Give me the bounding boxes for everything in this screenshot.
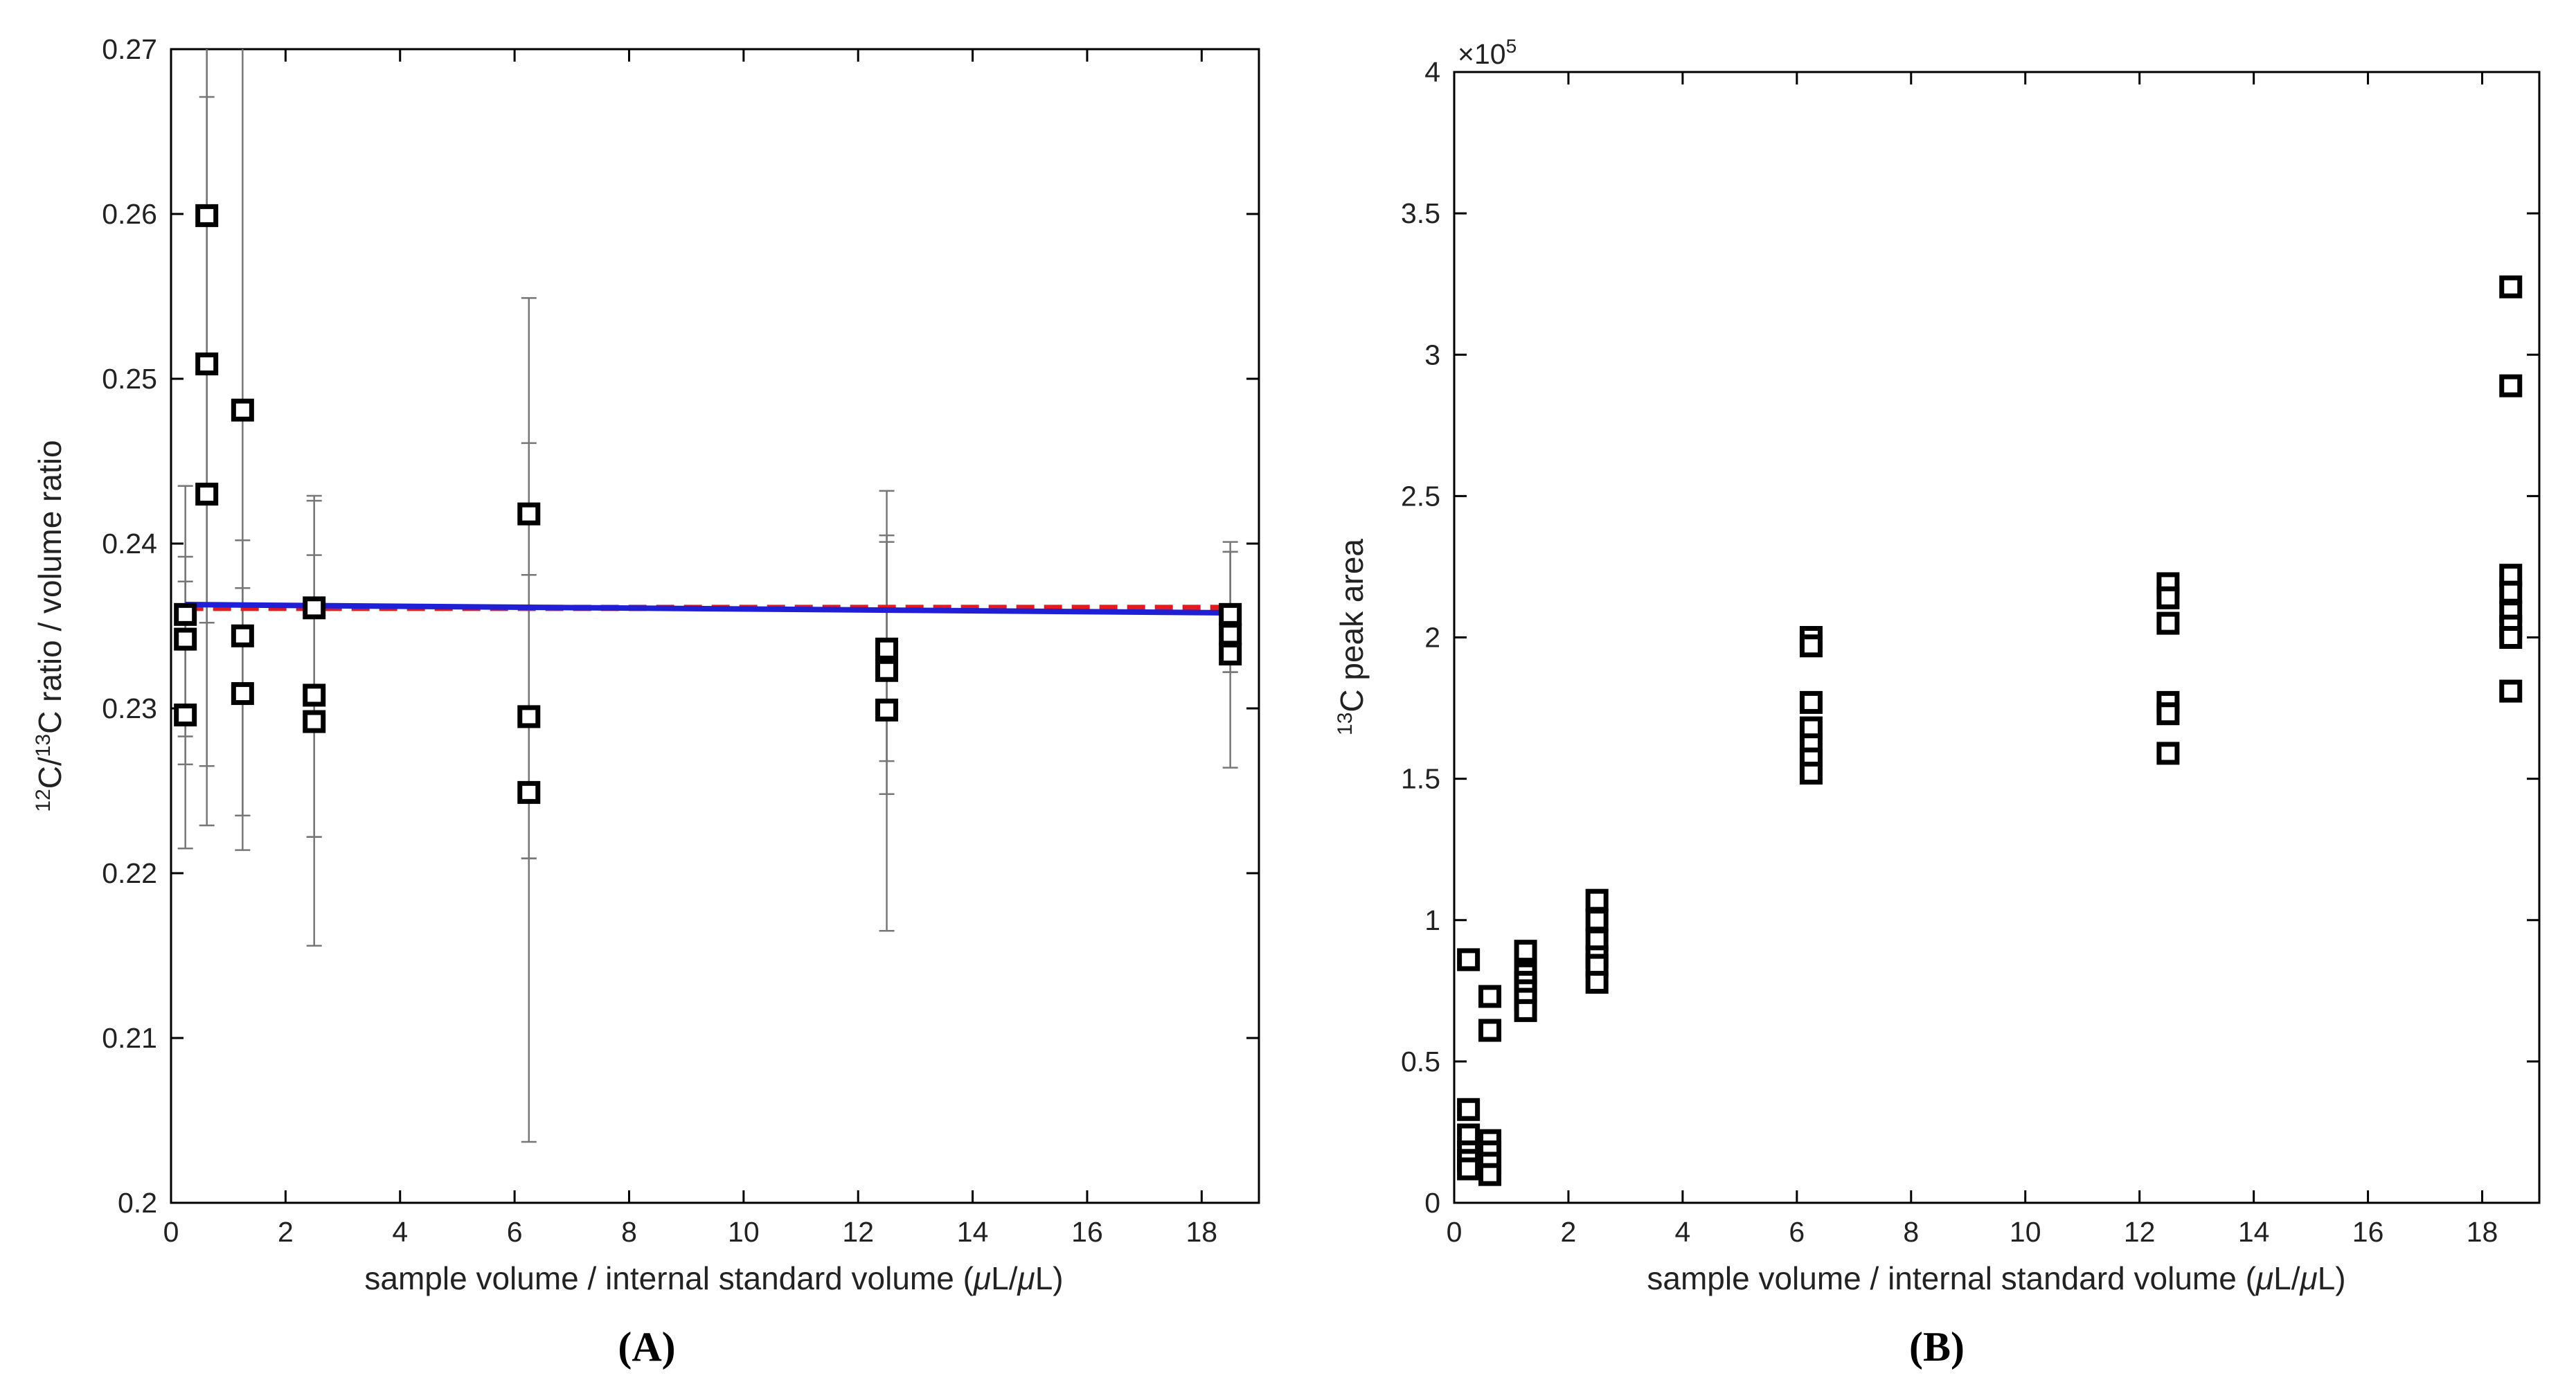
panel-b-data-point <box>1457 1157 1481 1181</box>
panel-b-x-tick-label: 4 <box>1674 1216 1690 1248</box>
panel-b-data-point <box>1585 971 1609 994</box>
panel-b-x-tick-label: 2 <box>1561 1216 1577 1248</box>
panel-a-y-axis-label: 12C/13C ratio / volume ratio <box>32 440 68 812</box>
panel-a-data-point <box>174 704 197 727</box>
panel-a-y-tick-label: 0.26 <box>102 198 157 230</box>
panel-a-data-point <box>1219 602 1242 626</box>
panel-a-data-point <box>517 705 541 728</box>
panel-b-data-point <box>2499 626 2523 649</box>
panel-b-data-point <box>2156 742 2180 765</box>
panel-b-y-tick-label: 2.5 <box>1401 480 1440 512</box>
panel-b-data-point <box>2499 275 2523 298</box>
panel-b-data-point <box>1457 1098 1481 1121</box>
panel-a-data-point <box>303 683 326 707</box>
panel-b-data-point <box>1478 1019 1502 1042</box>
panel-a-data-point <box>195 483 219 506</box>
panel-a-y-tick-label: 0.24 <box>102 528 157 560</box>
panel-a-y-tick-label: 0.21 <box>102 1022 157 1054</box>
panel-b-data-point <box>1478 985 1502 1008</box>
panel-a-data-point <box>303 596 326 620</box>
panel-a-fit-line-linear-fit <box>185 602 1231 616</box>
panel-b-y-tick-label: 3.5 <box>1401 197 1440 229</box>
panel-b-data-point <box>2156 702 2180 726</box>
panel-b-data-point <box>1585 909 1609 932</box>
panel-b-markers <box>1457 275 2523 1186</box>
panel-b-data-point <box>1799 761 1823 785</box>
panel-b-data-point <box>1585 888 1609 912</box>
panel-b-x-tick-label: 16 <box>2352 1216 2384 1248</box>
panel-a-data-point <box>231 682 254 706</box>
panel-a-x-tick-label: 0 <box>163 1216 179 1248</box>
panel-b-exponent-label: ×105 <box>1458 35 1517 70</box>
panel-b-x-tick-label: 12 <box>2124 1216 2156 1248</box>
panel-b-y-tick-label: 0.5 <box>1401 1046 1440 1077</box>
panel-b-data-point <box>1478 1163 1502 1186</box>
panel-a-x-tick-label: 12 <box>842 1216 874 1248</box>
panel-b-data-point <box>1799 690 1823 714</box>
panel-a-markers <box>174 204 1242 804</box>
panel-b-data-point <box>1457 948 1481 972</box>
panel-b-chart: 0 2 4 6 8 10 12 14 16 18 0 0.5 1 1.5 2 2.5 3 3.5 4 ×105 sa… <box>1334 35 2541 1370</box>
panel-a-y-tick-label: 0.2 <box>118 1187 157 1219</box>
panel-b-x-axis-label: sample volume / internal standard volume… <box>1647 1260 2345 1296</box>
panel-b-data-point <box>2156 611 2180 635</box>
panel-a-x-tick-label: 4 <box>392 1216 408 1248</box>
panel-a-data-point <box>875 659 899 682</box>
panel-a-chart: 0 2 4 6 8 10 12 14 16 18 0.2 0.21 0.22 0.23 0.24 0.25 0.… <box>32 33 1260 1370</box>
panel-a-data-point <box>875 698 899 722</box>
panel-b-ticks: 0 2 4 6 8 10 12 14 16 18 0 0.5 1 1.5 2 2.5 3 3.5 4 <box>1401 56 2539 1248</box>
panel-b-x-tick-label: 0 <box>1447 1216 1463 1248</box>
panel-a-data-point <box>1219 642 1242 665</box>
panel-b-y-tick-label: 1.5 <box>1401 763 1440 795</box>
panel-a-x-tick-label: 16 <box>1071 1216 1103 1248</box>
panel-a-x-axis-label: sample volume / internal standard volume… <box>364 1260 1063 1296</box>
panel-b-x-tick-label: 8 <box>1903 1216 1919 1248</box>
panel-a-y-tick-label: 0.22 <box>102 857 157 889</box>
panel-b-y-tick-label: 0 <box>1424 1187 1440 1219</box>
panel-b-data-point <box>2499 580 2523 604</box>
panel-a-ticks: 0 2 4 6 8 10 12 14 16 18 0.2 0.21 0.22 0.23 0.24 0.25 0.… <box>102 33 1259 1248</box>
panel-b-y-tick-label: 1 <box>1424 904 1440 936</box>
panel-a-y-tick-label: 0.23 <box>102 692 157 724</box>
panel-a-fit-lines <box>185 602 1231 616</box>
panel-b-y-tick-label: 2 <box>1424 622 1440 654</box>
panel-b-x-tick-label: 14 <box>2238 1216 2270 1248</box>
panel-b-x-tick-label: 6 <box>1789 1216 1805 1248</box>
panel-a-x-tick-label: 18 <box>1186 1216 1218 1248</box>
panel-a-plot-area <box>170 48 1260 1204</box>
panel-a-data-point <box>195 352 219 376</box>
panel-a-data-point <box>231 624 254 647</box>
panel-a-data-point <box>517 780 541 804</box>
panel-b-data-point <box>2156 586 2180 609</box>
panel-b-data-point <box>1799 634 1823 658</box>
panel-a-x-tick-label: 6 <box>507 1216 523 1248</box>
panel-b-data-point <box>1514 999 1537 1022</box>
panel-a-data-point <box>195 204 219 227</box>
panel-b-data-point <box>2499 679 2523 703</box>
panel-a-data-point <box>231 398 254 422</box>
panel-a-x-tick-label: 8 <box>621 1216 637 1248</box>
panel-a-label: (A) <box>618 1324 675 1370</box>
panel-b-data-point <box>2499 374 2523 397</box>
panel-b-x-tick-label: 18 <box>2467 1216 2498 1248</box>
panel-a-x-tick-label: 14 <box>957 1216 989 1248</box>
panel-a-data-point <box>875 637 899 661</box>
panel-b-y-axis-label: 13C peak area <box>1334 539 1370 735</box>
panel-a-data-point <box>174 602 197 626</box>
panel-a-y-tick-label: 0.27 <box>102 33 157 65</box>
panel-b-y-tick-label: 3 <box>1424 339 1440 370</box>
panel-a-x-tick-label: 10 <box>728 1216 760 1248</box>
panel-b-y-tick-label: 4 <box>1424 56 1440 88</box>
panel-a-data-point <box>174 627 197 651</box>
panel-b-data-point <box>1514 940 1537 963</box>
panel-b-x-tick-label: 10 <box>2010 1216 2041 1248</box>
panel-a-data-point <box>517 502 541 526</box>
panel-b-label: (B) <box>1909 1324 1965 1370</box>
panel-a-data-point <box>303 710 326 733</box>
panel-a-x-tick-label: 2 <box>278 1216 294 1248</box>
panel-a-y-tick-label: 0.25 <box>102 363 157 395</box>
panel-a-data-point <box>1219 623 1242 646</box>
